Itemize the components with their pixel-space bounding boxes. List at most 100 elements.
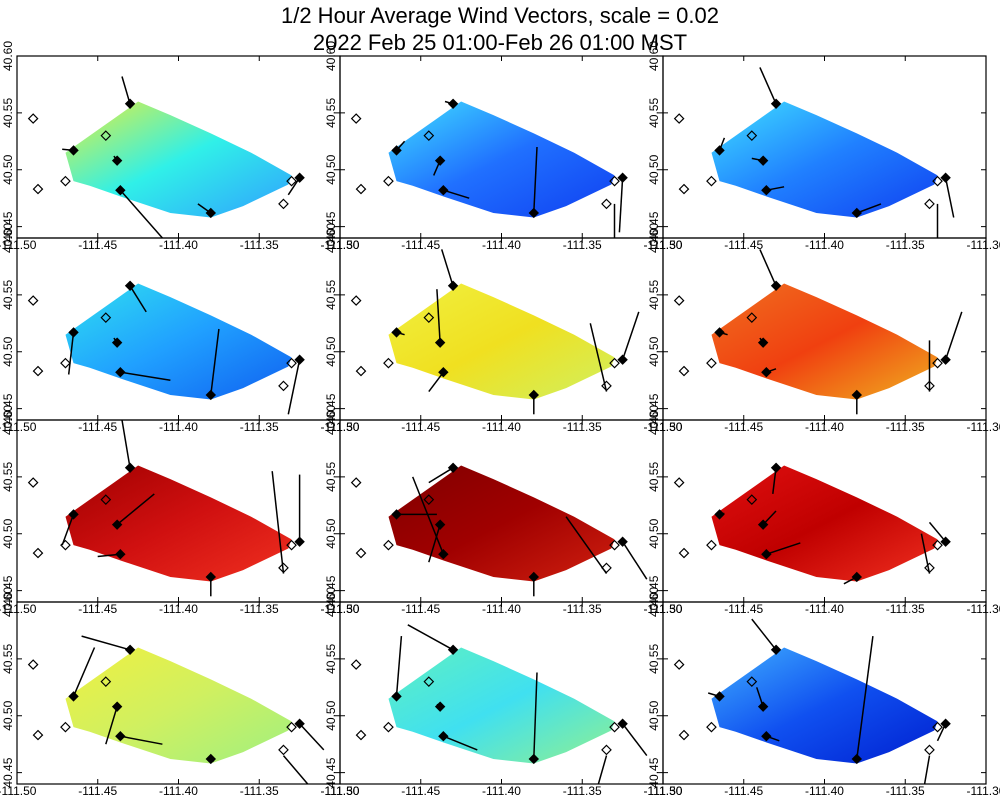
- station-marker-filled: [757, 155, 769, 166]
- panel-2: -111.50 -111.45 -111.40 -111.35 -111.3040.45…: [321, 41, 683, 252]
- x-tick-label: -111.40: [159, 784, 198, 798]
- y-tick-label: 40.50: [647, 154, 661, 184]
- x-tick-label: -111.45: [78, 420, 117, 434]
- station-marker-filled: [447, 280, 459, 291]
- station-marker-empty: [746, 676, 758, 687]
- wind-vector: [81, 635, 131, 651]
- wind-vector: [443, 735, 478, 751]
- wind-vector: [271, 471, 285, 574]
- interpolated-field: [711, 647, 938, 764]
- station-marker-filled: [714, 691, 725, 702]
- station-marker-filled: [770, 98, 782, 109]
- station-marker-filled: [294, 172, 305, 183]
- station-marker-filled: [68, 509, 79, 520]
- y-tick-label: 40.55: [1, 462, 15, 492]
- wind-vector: [129, 285, 147, 313]
- station-marker-empty: [609, 539, 620, 551]
- station-marker-empty: [60, 357, 71, 369]
- y-tick-label: 40.60: [647, 41, 661, 71]
- wind-vector: [282, 755, 309, 784]
- x-tick-label: -111.45: [401, 238, 440, 252]
- wind-vector: [428, 467, 454, 484]
- y-tick-label: 40.50: [1, 336, 15, 366]
- x-tick-label: -111.40: [805, 602, 844, 616]
- station-marker-filled: [391, 145, 402, 156]
- x-tick-label: -111.35: [240, 784, 279, 798]
- wind-vector: [121, 76, 131, 105]
- panel-11: -111.50 -111.45 -111.40 -111.35 -111.3040.45…: [321, 587, 683, 798]
- station-marker-filled: [68, 691, 79, 702]
- y-tick-label: 40.60: [647, 587, 661, 617]
- x-tick-label: -111.40: [159, 420, 198, 434]
- station-marker-filled: [851, 389, 863, 401]
- wind-vector: [928, 521, 947, 543]
- station-marker-empty: [932, 539, 943, 551]
- x-tick-label: -111.45: [401, 602, 440, 616]
- y-tick-label: 40.60: [1, 41, 15, 71]
- station-marker-filled: [124, 462, 136, 473]
- interpolated-field: [388, 647, 615, 764]
- station-marker-empty: [60, 539, 71, 551]
- x-tick-label: -111.40: [482, 602, 521, 616]
- wind-vector: [395, 636, 403, 697]
- y-tick-label: 40.55: [324, 98, 338, 128]
- wind-vector: [533, 672, 538, 760]
- wind-vector: [287, 359, 301, 415]
- wind-vector: [443, 189, 470, 199]
- station-marker-empty: [100, 494, 112, 505]
- station-marker-empty: [278, 562, 289, 574]
- station-marker-filled: [851, 207, 863, 219]
- x-tick-label: -111.50: [644, 784, 683, 798]
- x-tick-label: -111.35: [563, 238, 602, 252]
- station-marker-filled: [205, 389, 217, 401]
- station-marker-filled: [447, 644, 459, 655]
- station-marker-filled: [757, 519, 769, 530]
- y-tick-label: 40.60: [324, 223, 338, 253]
- x-tick-label: -111.30: [967, 420, 1000, 434]
- station-marker-filled: [761, 731, 772, 742]
- wind-vector: [920, 533, 931, 574]
- x-tick-label: -111.50: [321, 784, 360, 798]
- station-marker-filled: [124, 644, 136, 655]
- panel-1: -111.50 -111.45 -111.40 -111.35 -111.3040.45…: [0, 41, 360, 252]
- station-marker-filled: [115, 367, 126, 378]
- y-tick-label: 40.55: [1, 644, 15, 674]
- wind-vector: [766, 542, 801, 555]
- y-tick-label: 40.50: [647, 518, 661, 548]
- panel-12: -111.50-111.45-111.40-111.35-111.3040.45…: [644, 587, 1000, 798]
- x-tick-label: -111.35: [886, 784, 925, 798]
- x-tick-label: -111.40: [805, 420, 844, 434]
- x-tick-label: -111.40: [482, 238, 521, 252]
- station-marker-empty: [746, 130, 758, 141]
- station-marker-filled: [528, 207, 540, 219]
- station-marker-empty: [932, 175, 943, 187]
- panel-8: -111.50 -111.45 -111.40 -111.35 -111.3040.45…: [321, 405, 683, 616]
- y-tick-label: 40.50: [1, 700, 15, 730]
- station-marker-empty: [423, 130, 435, 141]
- wind-vector: [440, 249, 454, 287]
- y-tick-label: 40.45: [647, 575, 661, 605]
- station-marker-filled: [714, 145, 725, 156]
- x-tick-label: -111.40: [482, 420, 521, 434]
- x-tick-label: -111.35: [563, 602, 602, 616]
- station-marker-empty: [286, 357, 297, 369]
- station-marker-empty: [706, 539, 717, 551]
- station-marker-empty: [932, 357, 943, 369]
- station-marker-filled: [391, 691, 402, 702]
- x-tick-label: -111.40: [159, 238, 198, 252]
- station-marker-empty: [355, 183, 367, 195]
- y-tick-label: 40.55: [647, 462, 661, 492]
- station-marker-filled: [438, 185, 449, 196]
- station-marker-empty: [278, 198, 289, 210]
- wind-vector: [61, 514, 75, 546]
- station-marker-empty: [286, 721, 297, 733]
- wind-vector: [621, 541, 648, 580]
- station-marker-empty: [286, 539, 297, 551]
- station-marker-filled: [761, 185, 772, 196]
- station-marker-empty: [383, 721, 394, 733]
- y-tick-label: 40.45: [647, 393, 661, 423]
- y-tick-label: 40.50: [647, 700, 661, 730]
- station-marker-empty: [601, 562, 612, 574]
- station-marker-filled: [761, 549, 772, 560]
